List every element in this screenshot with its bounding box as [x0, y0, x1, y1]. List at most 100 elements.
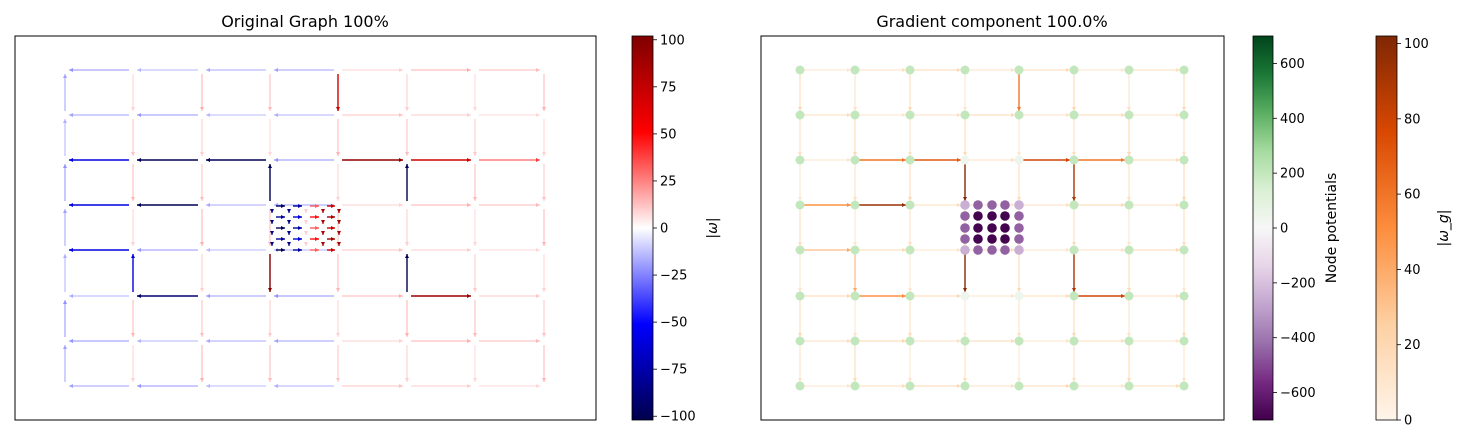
graph-node: [850, 200, 860, 210]
graph-edge-arrowhead: [200, 107, 204, 111]
graph-node: [1014, 110, 1024, 120]
graph-node: [850, 155, 860, 165]
gradient-edge-arrowhead: [1011, 384, 1015, 388]
colorbar-omega-g-tick-label: 60: [1404, 188, 1421, 203]
graph-edge-arrowhead: [467, 339, 471, 343]
center-edge-arrowhead: [287, 242, 291, 246]
graph-node: [795, 200, 805, 210]
center-edge-arrowhead: [270, 231, 274, 235]
graph-edge-arrowhead: [268, 107, 272, 111]
center-node: [973, 245, 983, 255]
gradient-edge-arrowhead: [798, 288, 802, 292]
center-node: [987, 234, 997, 244]
gradient-edge-arrowhead: [957, 339, 961, 343]
graph-edge-arrowhead: [473, 107, 477, 111]
gradient-edge-arrowhead: [957, 113, 961, 117]
gradient-edge-arrowhead: [957, 158, 961, 162]
graph-edge-arrowhead: [274, 384, 278, 388]
graph-edge-arrowhead: [536, 248, 540, 252]
graph-edge-arrowhead: [399, 68, 403, 72]
gradient-edge-arrowhead: [798, 333, 802, 337]
graph-edge-arrowhead: [206, 203, 210, 207]
colorbar-node-potentials-tick-label: 200: [1280, 167, 1305, 182]
graph-edge-arrowhead: [63, 254, 67, 258]
graph-edge-arrowhead: [63, 119, 67, 123]
graph-node: [850, 336, 860, 346]
colorbar-omega-g-bar: [1375, 35, 1398, 421]
graph-edge-arrowhead: [137, 294, 141, 298]
graph-edge-arrowhead: [200, 197, 204, 201]
graph-edge-arrowhead: [131, 152, 135, 156]
gradient-edge-arrowhead: [1121, 384, 1125, 388]
center-edge-arrowhead: [315, 204, 319, 208]
center-edge-arrowhead: [281, 226, 285, 230]
colorbar-omega-g-tick-label: 80: [1404, 112, 1421, 127]
panel1-frame: [14, 35, 597, 421]
colorbar-omega-g-ticks: 0 20 40 60 80 100: [1397, 37, 1429, 429]
graph-edge-arrowhead: [473, 333, 477, 337]
gradient-edge-arrowhead: [963, 107, 967, 111]
graph-edge-arrowhead: [137, 203, 141, 207]
graph-edge-arrowhead: [268, 288, 272, 292]
graph-node: [905, 65, 915, 75]
graph-edge-arrowhead: [131, 242, 135, 246]
colorbar-node-potentials-tick-label: 400: [1280, 112, 1305, 127]
center-node: [1014, 211, 1024, 221]
graph-node: [850, 245, 860, 255]
graph-edge-arrowhead: [536, 203, 540, 207]
center-node: [987, 200, 997, 210]
panel2-title: Gradient component 100.0%: [876, 12, 1107, 31]
graph-edge-arrowhead: [131, 333, 135, 337]
center-node: [1000, 211, 1010, 221]
graph-edge-arrowhead: [336, 288, 340, 292]
graph-edge-arrowhead: [69, 339, 73, 343]
center-node: [973, 211, 983, 221]
colorbar-omega-tick-label: 50: [660, 127, 677, 142]
graph-edge-arrowhead: [536, 294, 540, 298]
graph-node: [960, 381, 970, 391]
graph-edge-arrowhead: [206, 339, 210, 343]
center-node: [960, 223, 970, 233]
graph-edge-arrowhead: [405, 164, 409, 168]
gradient-edge-arrowhead: [847, 113, 851, 117]
graph-edge-arrowhead: [336, 152, 340, 156]
gradient-edge-arrowhead: [853, 333, 857, 337]
colorbar-omega-tick-label: 25: [660, 174, 677, 189]
gradient-edge-arrowhead: [1121, 158, 1125, 162]
gradient-edge-arrowhead: [963, 333, 967, 337]
graph-node: [795, 291, 805, 301]
graph-node: [960, 336, 970, 346]
gradient-edge-arrowhead: [1127, 242, 1131, 246]
center-edge-arrowhead: [287, 220, 291, 224]
graph-edge-arrowhead: [200, 378, 204, 382]
gradient-edge-arrowhead: [1182, 242, 1186, 246]
gradient-edge-arrowhead: [963, 288, 967, 292]
colorbar-node-potentials-ticks: −600 −400 −200 0 200 400 600: [1273, 57, 1316, 401]
graph-edge-arrowhead: [137, 68, 141, 72]
gradient-edge-arrowhead: [1072, 333, 1076, 337]
graph-node: [1069, 65, 1079, 75]
graph-node: [905, 110, 915, 120]
gradient-edge-arrowhead: [798, 107, 802, 111]
graph-edge-arrowhead: [63, 209, 67, 213]
gradient-edge-arrowhead: [1182, 333, 1186, 337]
graph-edge-arrowhead: [206, 158, 210, 162]
graph-edge-arrowhead: [336, 107, 340, 111]
gradient-edge-arrowhead: [853, 152, 857, 156]
graph-edge-arrowhead: [268, 164, 272, 168]
graph-edge-arrowhead: [200, 242, 204, 246]
gradient-edge-arrowhead: [1176, 248, 1180, 252]
graph-node: [1124, 110, 1134, 120]
center-edge-arrowhead: [321, 209, 325, 213]
center-edge-arrowhead: [321, 242, 325, 246]
center-edge-arrowhead: [331, 237, 335, 241]
graph-edge-arrowhead: [206, 248, 210, 252]
gradient-edge-arrowhead: [957, 203, 961, 207]
graph-edge-arrowhead: [274, 294, 278, 298]
gradient-edge-arrowhead: [1017, 378, 1021, 382]
gradient-edge-arrowhead: [902, 339, 906, 343]
panel1-title: Original Graph 100%: [221, 12, 389, 31]
colorbar-omega-label: |ω|: [705, 217, 721, 238]
colorbar-node-potentials-tick-label: 0: [1280, 222, 1288, 237]
graph-edge-arrowhead: [542, 378, 546, 382]
